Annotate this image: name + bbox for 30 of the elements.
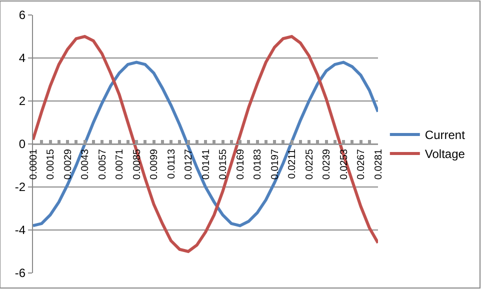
x-tick-label: 0.0113 bbox=[166, 148, 178, 179]
x-tick-label: 0.0029 bbox=[62, 148, 74, 180]
y-tick-label: 6 bbox=[18, 8, 26, 22]
x-tick-label: 0.0155 bbox=[218, 148, 229, 180]
x-tick-label: 0.0211 bbox=[287, 148, 298, 179]
x-tick-label: 0.0001 bbox=[28, 148, 40, 180]
x-tick-label: 0.0015 bbox=[46, 148, 56, 180]
x-tick-label: 0.0281 bbox=[373, 148, 384, 180]
x-tick-label: 0.0057 bbox=[97, 148, 108, 180]
legend-label: Voltage bbox=[424, 147, 466, 162]
y-tick-label: 4 bbox=[18, 51, 26, 66]
y-tick-label: 0 bbox=[18, 137, 26, 152]
x-tick-label: 0.0183 bbox=[252, 148, 264, 180]
x-tick-label: 0.0085 bbox=[132, 148, 143, 180]
x-tick-label: 0.0253 bbox=[338, 148, 350, 180]
x-tick-label: 0.0071 bbox=[114, 148, 126, 180]
y-tick-label: 2 bbox=[18, 94, 26, 108]
x-tick-label: 0.0197 bbox=[270, 148, 281, 180]
x-tick-label: 0.0141 bbox=[200, 148, 212, 180]
x-tick-label: 0.0239 bbox=[322, 148, 332, 180]
x-tick-label: 0.0127 bbox=[184, 148, 194, 180]
y-tick-label: -2 bbox=[14, 180, 26, 194]
x-tick-label: 0.0043 bbox=[80, 148, 91, 180]
y-tick-label: -4 bbox=[14, 223, 26, 238]
x-tick-label: 0.0225 bbox=[304, 148, 316, 180]
x-tick-label: 0.0099 bbox=[149, 148, 160, 180]
x-tick-label: 0.0267 bbox=[356, 148, 367, 180]
y-tick-label: -6 bbox=[14, 266, 26, 280]
legend-label: Current bbox=[424, 128, 466, 142]
x-tick-label: 0.0169 bbox=[235, 148, 246, 180]
